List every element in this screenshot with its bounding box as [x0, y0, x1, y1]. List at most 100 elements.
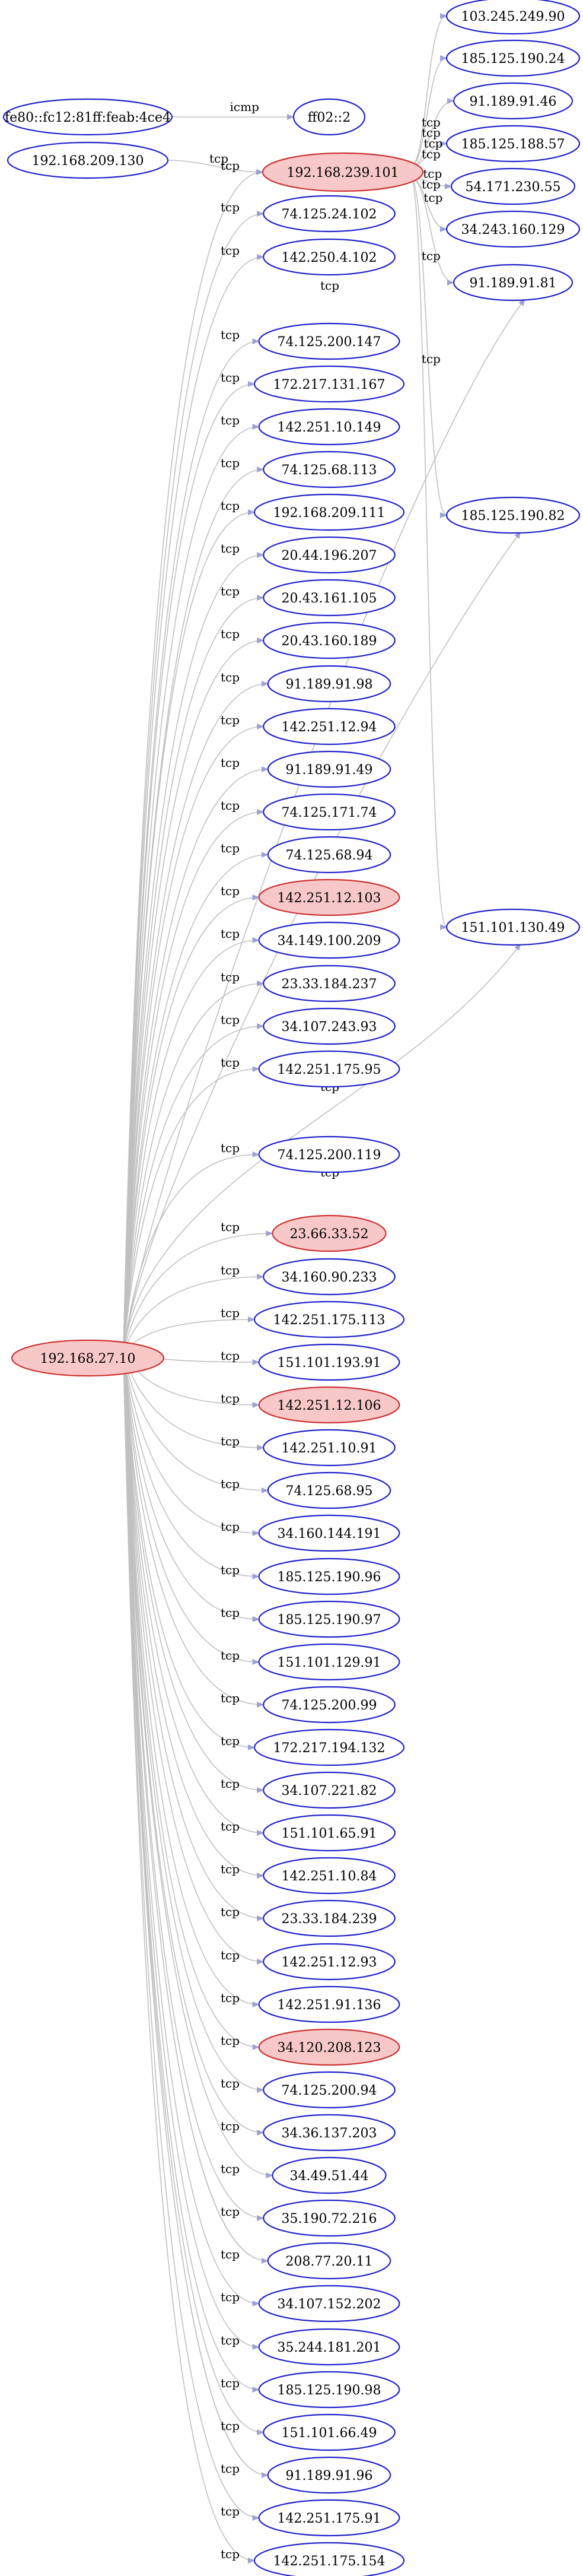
node-103-245-249-90[interactable]: 103.245.249.90 [445, 0, 581, 35]
edge-n-192-168-27-10-to-n-91-189-91-96 [123, 1352, 269, 2478]
node-185-125-190-97[interactable]: 185.125.190.97 [258, 1600, 400, 1638]
node-142-251-12-106[interactable]: 142.251.12.106 [258, 1386, 400, 1424]
edge-n-192-168-27-10-to-n-151-101-65-91 [123, 1352, 265, 1836]
node-23-33-184-239[interactable]: 23.33.184.239 [263, 1899, 396, 1937]
node-151-101-66-49[interactable]: 151.101.66.49 [263, 2413, 396, 2451]
node-142-251-175-95[interactable]: 142.251.175.95 [258, 1050, 400, 1088]
node-35-244-181-201[interactable]: 35.244.181.201 [258, 2328, 400, 2366]
edge-n-192-168-27-10-to-n-74-125-24-102 [123, 211, 265, 1353]
node-142-251-175-154[interactable]: 142.251.175.154 [253, 2542, 405, 2576]
node-label: 151.101.65.91 [282, 1826, 377, 1841]
edge-label-tcp: tcp [221, 2290, 240, 2304]
edge-label-tcp: tcp [221, 2162, 240, 2176]
node-192-168-209-111[interactable]: 192.168.209.111 [253, 493, 405, 531]
node-34-49-51-44[interactable]: 34.49.51.44 [272, 2156, 387, 2194]
node-23-33-184-237[interactable]: 23.33.184.237 [263, 965, 396, 1003]
node-35-190-72-216[interactable]: 35.190.72.216 [263, 2199, 396, 2237]
node-185-125-190-96[interactable]: 185.125.190.96 [258, 1557, 400, 1595]
node-192-168-209-130[interactable]: 192.168.209.130 [7, 141, 169, 179]
edge-label-tcp: tcp [221, 328, 240, 342]
node-185-125-188-57[interactable]: 185.125.188.57 [445, 125, 581, 163]
edge-label-tcp: tcp [209, 151, 228, 166]
node-142-251-10-84[interactable]: 142.251.10.84 [263, 1857, 396, 1895]
edge-label-tcp: tcp [221, 499, 240, 513]
node-label: 151.101.129.91 [278, 1655, 381, 1670]
node-142-251-175-113[interactable]: 142.251.175.113 [253, 1300, 405, 1338]
node-20-44-196-207[interactable]: 20.44.196.207 [263, 536, 396, 574]
edge-n-192-168-27-10-to-n-23-33-184-237 [123, 981, 265, 1353]
node-34-36-137-203[interactable]: 34.36.137.203 [263, 2114, 396, 2152]
node-192-168-27-10[interactable]: 192.168.27.10 [11, 1339, 165, 1377]
node-142-251-175-91[interactable]: 142.251.175.91 [258, 2499, 400, 2537]
node-142-251-10-91[interactable]: 142.251.10.91 [263, 1429, 396, 1467]
node-label: 142.251.175.95 [278, 1062, 381, 1077]
node-185-125-190-98[interactable]: 185.125.190.98 [258, 2371, 400, 2409]
node-34-160-144-191[interactable]: 34.160.144.191 [258, 1514, 400, 1552]
node-91-189-91-81[interactable]: 91.189.91.81 [453, 264, 574, 302]
node-34-107-152-202[interactable]: 34.107.152.202 [258, 2285, 400, 2323]
node-74-125-68-95[interactable]: 74.125.68.95 [267, 1471, 391, 1509]
node-142-250-4-102[interactable]: 142.250.4.102 [263, 238, 396, 276]
node-74-125-200-99[interactable]: 74.125.200.99 [263, 1686, 396, 1724]
node-ellipse [445, 496, 581, 534]
node-142-251-91-136[interactable]: 142.251.91.136 [258, 1985, 400, 2023]
node-34-120-208-123[interactable]: 34.120.208.123 [258, 2028, 400, 2066]
node-151-101-130-49[interactable]: 151.101.130.49 [445, 908, 581, 946]
edge-n-192-168-27-10-to-n-20-44-196-207 [123, 552, 265, 1353]
node-208-77-20-11[interactable]: 208.77.20.11 [267, 2242, 391, 2280]
node-74-125-200-119[interactable]: 74.125.200.119 [258, 1135, 400, 1173]
node-34-149-100-209[interactable]: 34.149.100.209 [258, 921, 400, 959]
node-label: 34.107.152.202 [278, 2297, 381, 2312]
node-ellipse [445, 0, 581, 35]
node-ellipse [267, 2456, 391, 2494]
node-142-251-12-103[interactable]: 142.251.12.103 [258, 878, 400, 916]
node-192-168-239-101[interactable]: 192.168.239.101 [262, 152, 424, 192]
node-91-189-91-49[interactable]: 91.189.91.49 [267, 750, 391, 788]
node-label: 151.101.66.49 [282, 2426, 377, 2441]
node-74-125-68-94[interactable]: 74.125.68.94 [267, 836, 391, 874]
node-34-107-243-93[interactable]: 34.107.243.93 [263, 1007, 396, 1045]
node-142-251-12-94[interactable]: 142.251.12.94 [263, 708, 396, 745]
node-185-125-190-24[interactable]: 185.125.190.24 [445, 39, 581, 77]
node-172-217-131-167[interactable]: 172.217.131.167 [253, 365, 405, 403]
node-74-125-200-147[interactable]: 74.125.200.147 [258, 322, 400, 360]
node-label: 34.36.137.203 [282, 2126, 377, 2141]
node-142-251-10-149[interactable]: 142.251.10.149 [258, 408, 400, 446]
node-34-107-221-82[interactable]: 34.107.221.82 [263, 1771, 396, 1809]
node-34-160-90-233[interactable]: 34.160.90.233 [263, 1258, 396, 1296]
node-23-66-33-52[interactable]: 23.66.33.52 [272, 1214, 387, 1252]
edge-label-tcp: tcp [221, 1349, 240, 1363]
node-185-125-190-82[interactable]: 185.125.190.82 [445, 496, 581, 534]
node-fe80-fc12-81ff-feab-4ce4[interactable]: fe80::fc12:81ff:feab:4ce4 [2, 98, 173, 136]
node-20-43-161-105[interactable]: 20.43.161.105 [263, 579, 396, 617]
node-74-125-68-113[interactable]: 74.125.68.113 [263, 451, 396, 488]
edge-label-tcp: tcp [221, 2461, 240, 2476]
node-151-101-193-91[interactable]: 151.101.193.91 [258, 1343, 400, 1381]
edge-n-192-168-27-10-to-n-172-217-194-132 [123, 1352, 255, 1750]
node-74-125-171-74[interactable]: 74.125.171.74 [263, 793, 396, 831]
node-ellipse [253, 2542, 405, 2576]
node-label: 23.66.33.52 [290, 1227, 369, 1242]
node-ff02-2[interactable]: ff02::2 [292, 98, 366, 136]
node-34-243-160-129[interactable]: 34.243.160.129 [445, 210, 581, 248]
node-91-189-91-96[interactable]: 91.189.91.96 [267, 2456, 391, 2494]
edge-n-192-168-27-10-to-n-74-125-200-119 [123, 1151, 260, 1353]
node-91-189-91-46[interactable]: 91.189.91.46 [453, 82, 574, 120]
node-ellipse [445, 210, 581, 248]
node-74-125-24-102[interactable]: 74.125.24.102 [263, 195, 396, 233]
node-ellipse [267, 665, 391, 703]
edge-n-192-168-27-10-to-n-142-251-175-91 [123, 1352, 260, 2521]
node-172-217-194-132[interactable]: 172.217.194.132 [253, 1728, 405, 1766]
node-20-43-160-189[interactable]: 20.43.160.189 [263, 621, 396, 659]
edge-n-192-168-27-10-to-n-74-125-68-95 [123, 1352, 269, 1493]
node-151-101-129-91[interactable]: 151.101.129.91 [258, 1643, 400, 1681]
node-ellipse [258, 878, 400, 916]
node-ellipse [258, 1386, 400, 1424]
node-142-251-12-93[interactable]: 142.251.12.93 [263, 1943, 396, 1981]
node-74-125-200-94[interactable]: 74.125.200.94 [263, 2071, 396, 2109]
node-54-171-230-55[interactable]: 54.171.230.55 [450, 167, 576, 205]
node-151-101-65-91[interactable]: 151.101.65.91 [263, 1814, 396, 1852]
node-ellipse [258, 1557, 400, 1595]
node-91-189-91-98[interactable]: 91.189.91.98 [267, 665, 391, 703]
edge-label-tcp: tcp [221, 158, 240, 173]
